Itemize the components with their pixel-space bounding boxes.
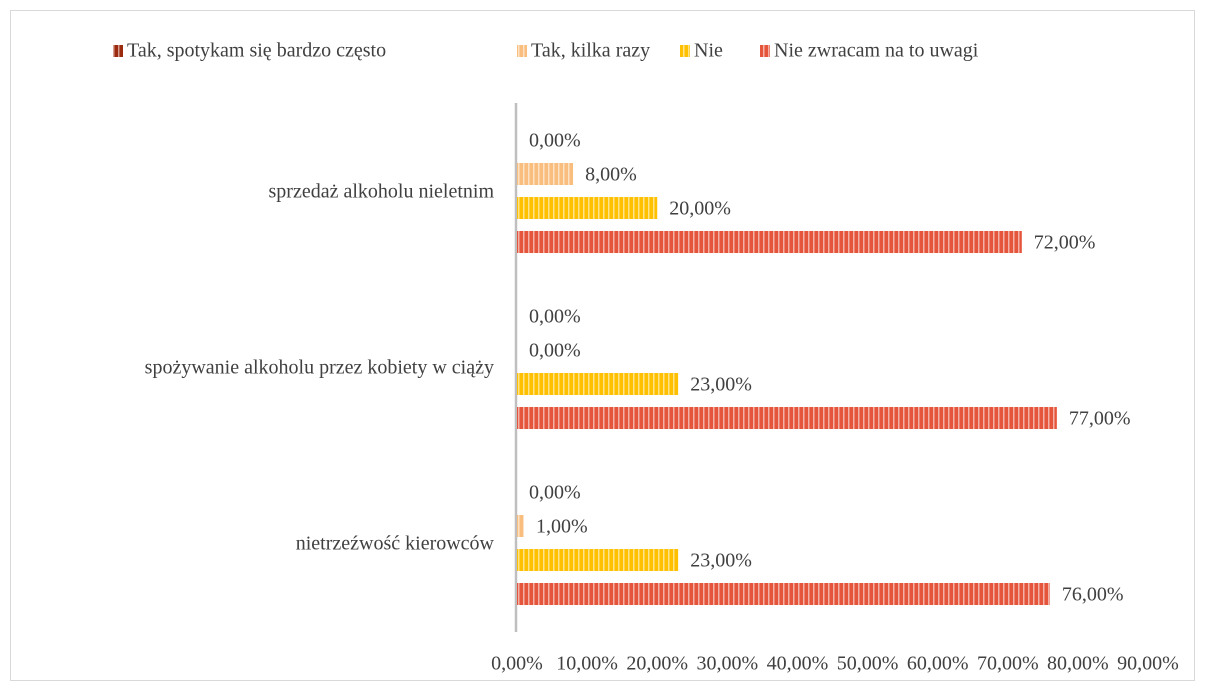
value-label: 72,00%	[1034, 232, 1096, 254]
legend-swatch	[680, 45, 690, 57]
bar	[517, 583, 1050, 605]
bar	[517, 231, 1022, 253]
category-label: sprzedaż alkoholu nieletnim	[269, 181, 495, 203]
x-tick-label: 0,00%	[491, 653, 543, 675]
bar	[517, 515, 525, 537]
bar	[517, 407, 1057, 429]
value-label: 76,00%	[1062, 584, 1124, 606]
legend-label: Nie zwracam na to uwagi	[774, 40, 979, 62]
legend-swatch	[517, 45, 527, 57]
legend-label: Tak, kilka razy	[531, 40, 650, 62]
value-label: 77,00%	[1069, 408, 1131, 430]
category-label: nietrzeźwość kierowców	[296, 533, 495, 555]
value-label: 0,00%	[529, 482, 581, 504]
value-label: 8,00%	[585, 164, 637, 186]
value-label: 1,00%	[536, 516, 588, 538]
bar	[517, 549, 679, 571]
x-tick-label: 30,00%	[696, 653, 758, 675]
value-label: 0,00%	[529, 340, 581, 362]
x-tick-label: 40,00%	[767, 653, 829, 675]
bar	[517, 163, 574, 185]
value-label: 20,00%	[669, 198, 731, 220]
value-label: 0,00%	[529, 306, 581, 328]
legend-label: Nie	[694, 40, 723, 62]
legend-swatch	[760, 45, 770, 57]
chart-border	[10, 10, 1195, 681]
x-tick-label: 60,00%	[907, 653, 969, 675]
bar	[517, 373, 679, 395]
x-tick-label: 90,00%	[1117, 653, 1179, 675]
x-tick-label: 10,00%	[556, 653, 618, 675]
x-tick-label: 80,00%	[1047, 653, 1109, 675]
value-label: 0,00%	[529, 130, 581, 152]
bar	[517, 197, 658, 219]
value-label: 23,00%	[690, 550, 752, 572]
x-tick-label: 50,00%	[837, 653, 899, 675]
legend-label: Tak, spotykam się bardzo często	[127, 40, 386, 62]
legend-swatch	[113, 45, 123, 57]
category-label: spożywanie alkoholu przez kobiety w ciąż…	[145, 357, 494, 379]
x-tick-label: 70,00%	[977, 653, 1039, 675]
value-label: 23,00%	[690, 374, 752, 396]
x-tick-label: 20,00%	[626, 653, 688, 675]
